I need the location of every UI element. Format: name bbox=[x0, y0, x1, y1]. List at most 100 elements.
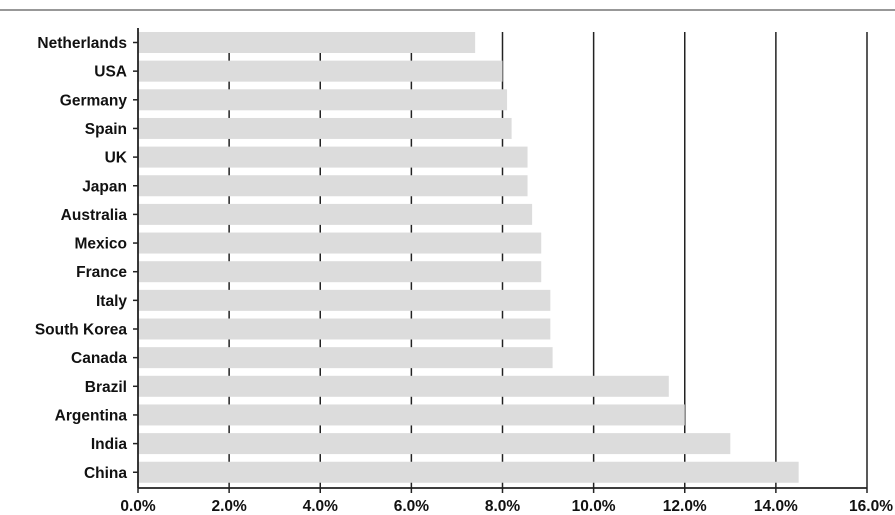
bar-grid-gap bbox=[228, 350, 231, 363]
bar-grid-gap bbox=[774, 464, 777, 477]
category-label: Brazil bbox=[85, 379, 127, 396]
category-label: Japan bbox=[82, 178, 127, 195]
category-label: Spain bbox=[85, 121, 127, 138]
category-label: Australia bbox=[61, 207, 128, 224]
bar-grid-gap bbox=[501, 92, 504, 105]
category-label: USA bbox=[94, 64, 127, 81]
bar-grid-gap bbox=[410, 264, 413, 277]
bar-grid-gap bbox=[410, 178, 413, 191]
bar-grid-gap bbox=[228, 149, 231, 162]
bar-grid-gap bbox=[501, 436, 504, 449]
bar-grid-gap bbox=[228, 178, 231, 191]
bar-grid-gap bbox=[228, 436, 231, 449]
bars bbox=[138, 32, 799, 483]
bar-grid-gap bbox=[410, 120, 413, 133]
bar-grid-gap bbox=[319, 178, 322, 191]
bar-grid-gap bbox=[410, 235, 413, 248]
bar-grid-gap bbox=[592, 436, 595, 449]
category-label: Netherlands bbox=[37, 35, 127, 52]
category-label: South Korea bbox=[35, 322, 128, 339]
bar-grid-gap bbox=[228, 206, 231, 219]
category-label: China bbox=[84, 465, 127, 482]
bar-grid-gap bbox=[319, 292, 322, 305]
bar-grid-gap bbox=[592, 378, 595, 391]
bar-china bbox=[138, 461, 799, 483]
bar-grid-gap bbox=[501, 350, 504, 363]
bar-grid-gap bbox=[319, 378, 322, 391]
bar-grid-gap bbox=[319, 63, 322, 76]
bar-germany bbox=[138, 89, 508, 111]
bar-grid-gap bbox=[319, 407, 322, 420]
bar-mexico bbox=[138, 232, 542, 254]
bar-australia bbox=[138, 203, 533, 225]
category-label: Italy bbox=[96, 293, 127, 310]
bar-grid-gap bbox=[319, 350, 322, 363]
bar-grid-gap bbox=[410, 407, 413, 420]
x-tick-label: 14.0% bbox=[754, 498, 798, 515]
bar-france bbox=[138, 261, 542, 283]
bar-canada bbox=[138, 347, 553, 369]
bar-grid-gap bbox=[410, 350, 413, 363]
bar-grid-gap bbox=[410, 206, 413, 219]
category-label: UK bbox=[105, 150, 128, 167]
bar-grid-gap bbox=[501, 464, 504, 477]
bar-grid-gap bbox=[501, 149, 504, 162]
bar-grid-gap bbox=[501, 407, 504, 420]
bar-grid-gap bbox=[410, 92, 413, 105]
bar-grid-gap bbox=[228, 464, 231, 477]
bar-grid-gap bbox=[228, 120, 231, 133]
bar-grid-gap bbox=[228, 292, 231, 305]
x-tick-label: 8.0% bbox=[485, 498, 521, 515]
x-tick-label: 4.0% bbox=[303, 498, 339, 515]
category-label: Germany bbox=[60, 92, 128, 109]
bar-netherlands bbox=[138, 32, 476, 53]
bar-grid-gap bbox=[228, 407, 231, 420]
bar-grid-gap bbox=[228, 264, 231, 277]
category-label: Mexico bbox=[74, 236, 127, 253]
x-tick-label: 2.0% bbox=[211, 498, 247, 515]
x-tick-label: 10.0% bbox=[572, 498, 616, 515]
bar-grid-gap bbox=[319, 436, 322, 449]
bar-grid-gap bbox=[410, 464, 413, 477]
bar-grid-gap bbox=[501, 321, 504, 334]
bar-grid-gap bbox=[319, 92, 322, 105]
x-tick-label: 16.0% bbox=[849, 498, 893, 515]
bar-grid-gap bbox=[228, 63, 231, 76]
bar-grid-gap bbox=[319, 321, 322, 334]
bar-grid-gap bbox=[592, 464, 595, 477]
category-labels: Netherlands USA Germany Spain UK Japan Austral… bbox=[35, 35, 128, 482]
bar-grid-gap bbox=[228, 35, 231, 47]
bar-grid-gap bbox=[410, 378, 413, 391]
x-tick-label: 6.0% bbox=[394, 498, 430, 515]
bar-grid-gap bbox=[410, 321, 413, 334]
bar-grid-gap bbox=[410, 292, 413, 305]
bar-brazil bbox=[138, 375, 669, 397]
bar-south-korea bbox=[138, 318, 551, 340]
axes bbox=[133, 28, 868, 493]
bar-grid-gap bbox=[501, 378, 504, 391]
bar-grid-gap bbox=[410, 35, 413, 47]
bar-grid-gap bbox=[319, 35, 322, 47]
bar-grid-gap bbox=[683, 436, 686, 449]
bar-grid-gap bbox=[228, 92, 231, 105]
bar-grid-gap bbox=[228, 321, 231, 334]
bar-grid-gap bbox=[683, 464, 686, 477]
category-label: France bbox=[76, 264, 127, 281]
bar-japan bbox=[138, 175, 528, 197]
bar-italy bbox=[138, 289, 551, 311]
bar-india bbox=[138, 433, 731, 455]
category-label: India bbox=[91, 436, 128, 453]
bar-grid-gap bbox=[319, 120, 322, 133]
bar-grid-gap bbox=[410, 149, 413, 162]
bar-grid-gap bbox=[501, 264, 504, 277]
category-label: Canada bbox=[71, 350, 127, 367]
bar-uk bbox=[138, 146, 528, 168]
bar-grid-gap bbox=[410, 436, 413, 449]
bar-grid-gap bbox=[319, 235, 322, 248]
bar-grid-gap bbox=[319, 464, 322, 477]
bar-grid-gap bbox=[228, 235, 231, 248]
tick-labels: 0.0% 2.0% 4.0% 6.0% 8.0% 10.0% 12.0% 14.0% 16.0% bbox=[120, 498, 893, 515]
bar-grid-gap bbox=[319, 264, 322, 277]
bar-grid-gap bbox=[319, 149, 322, 162]
